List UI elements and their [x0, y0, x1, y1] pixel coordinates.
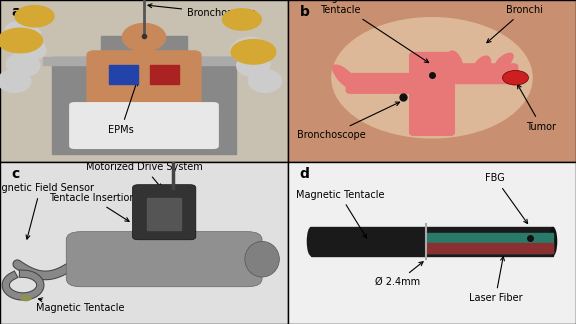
Text: Tentacle Insertion: Tentacle Insertion	[49, 193, 135, 221]
Text: Magnetic Field Sensor: Magnetic Field Sensor	[0, 183, 94, 239]
Text: Motorized Drive System: Motorized Drive System	[86, 162, 202, 188]
Text: Magnetic
Tentacle: Magnetic Tentacle	[317, 0, 429, 63]
Text: Bronchi: Bronchi	[487, 5, 543, 43]
FancyBboxPatch shape	[69, 102, 219, 149]
FancyBboxPatch shape	[346, 73, 426, 94]
FancyBboxPatch shape	[66, 232, 262, 287]
Ellipse shape	[0, 69, 32, 93]
Bar	[426, 243, 553, 253]
FancyBboxPatch shape	[132, 185, 196, 240]
Bar	[109, 65, 138, 84]
Bar	[101, 36, 187, 58]
Text: Magnetic Tentacle: Magnetic Tentacle	[36, 298, 125, 313]
Ellipse shape	[230, 37, 266, 61]
Ellipse shape	[245, 241, 279, 277]
Ellipse shape	[494, 52, 514, 71]
Ellipse shape	[471, 55, 491, 81]
Bar	[426, 233, 553, 253]
Ellipse shape	[14, 5, 55, 28]
Bar	[311, 227, 553, 256]
Ellipse shape	[222, 8, 262, 31]
Ellipse shape	[332, 64, 359, 91]
Ellipse shape	[5, 21, 41, 44]
Text: b: b	[300, 5, 309, 19]
Text: Tumor: Tumor	[517, 85, 556, 132]
Text: a: a	[12, 5, 21, 19]
Ellipse shape	[0, 28, 43, 53]
Text: c: c	[12, 167, 20, 181]
Ellipse shape	[331, 17, 533, 139]
Text: EPMs: EPMs	[108, 82, 138, 135]
Ellipse shape	[20, 295, 32, 301]
Bar	[52, 57, 236, 154]
Text: d: d	[300, 167, 309, 181]
Text: Bronchoscope: Bronchoscope	[148, 4, 256, 18]
Ellipse shape	[173, 0, 576, 227]
Ellipse shape	[122, 24, 166, 51]
Bar	[147, 198, 181, 230]
Text: Ø 2.4mm: Ø 2.4mm	[375, 262, 423, 287]
Ellipse shape	[306, 227, 316, 256]
Text: Laser Fiber: Laser Fiber	[468, 257, 522, 303]
Bar	[43, 57, 245, 65]
Ellipse shape	[230, 39, 276, 65]
FancyBboxPatch shape	[409, 52, 455, 136]
Ellipse shape	[548, 227, 558, 256]
Ellipse shape	[11, 37, 47, 61]
Text: Bronchoscope: Bronchoscope	[297, 102, 400, 140]
Ellipse shape	[502, 71, 529, 85]
Text: Magnetic Tentacle: Magnetic Tentacle	[295, 190, 384, 238]
Ellipse shape	[6, 53, 40, 77]
Text: FBG: FBG	[486, 173, 528, 224]
Ellipse shape	[236, 53, 271, 77]
Ellipse shape	[248, 69, 282, 93]
FancyBboxPatch shape	[86, 50, 202, 122]
Bar	[150, 65, 179, 84]
Ellipse shape	[447, 50, 463, 73]
FancyBboxPatch shape	[444, 63, 518, 84]
